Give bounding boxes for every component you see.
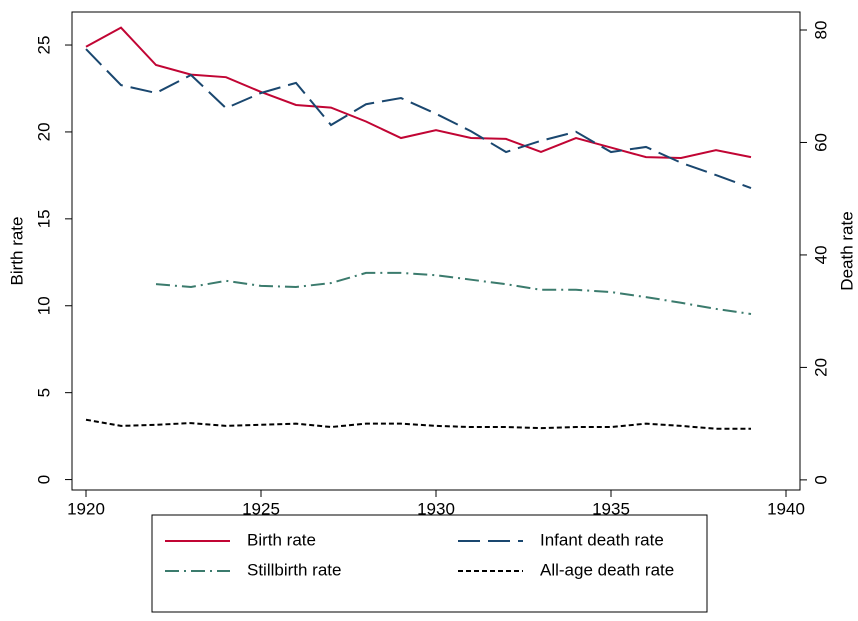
- y-tick-label: 20: [34, 122, 53, 141]
- y-axis-label: Birth rate: [7, 217, 26, 286]
- x-tick-label: 1925: [242, 499, 280, 518]
- x-tick-label: 1940: [767, 499, 805, 518]
- y2-tick-label: 60: [811, 133, 830, 152]
- y2-tick-label: 20: [811, 358, 830, 377]
- legend-label: Birth rate: [247, 530, 316, 549]
- legend-label: Infant death rate: [540, 530, 664, 549]
- series-line: [155, 271, 752, 315]
- series-line: [85, 26, 752, 160]
- x-tick-label: 1930: [417, 499, 455, 518]
- y2-tick-label: 40: [811, 245, 830, 264]
- legend-label: Stillbirth rate: [247, 560, 341, 579]
- x-tick-label: 1935: [592, 499, 630, 518]
- series-line: [85, 48, 752, 189]
- y-tick-label: 5: [34, 388, 53, 397]
- x-tick-label: 1920: [67, 499, 105, 518]
- y-tick-label: 0: [34, 475, 53, 484]
- y-tick-label: 15: [34, 209, 53, 228]
- y2-tick-label: 80: [811, 21, 830, 40]
- series-line: [85, 418, 751, 430]
- legend-label: All-age death rate: [540, 560, 674, 579]
- y2-tick-label: 0: [811, 475, 830, 484]
- y-tick-label: 10: [34, 296, 53, 315]
- y2-axis-label: Death rate: [837, 211, 856, 290]
- legend-box: [151, 514, 708, 613]
- plot-frame: [71, 11, 801, 491]
- y-tick-label: 25: [34, 36, 53, 55]
